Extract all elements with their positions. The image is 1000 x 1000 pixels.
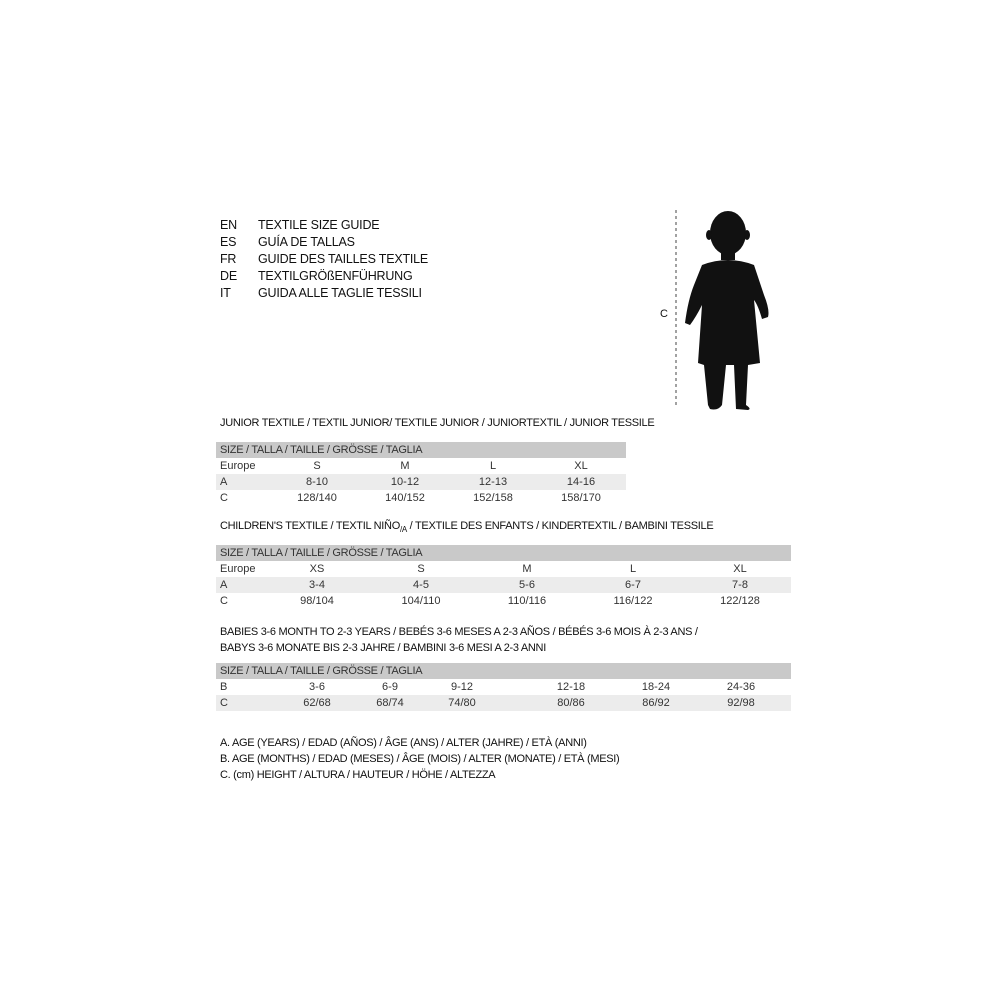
table-cell: 104/110 <box>401 595 441 607</box>
table-cell: 74/80 <box>448 697 476 709</box>
babies-section-title-2: BABYS 3-6 MONATE BIS 2-3 JAHRE / BAMBINI… <box>220 642 546 654</box>
table-cell: 18-24 <box>641 681 671 693</box>
language-code: FR <box>220 252 237 266</box>
row-label: A <box>220 476 228 488</box>
table-cell: 4-5 <box>413 579 429 591</box>
table-cell: XS <box>309 563 325 575</box>
legend-c: C. (cm) HEIGHT / ALTURA / HAUTEUR / HÖHE… <box>220 769 496 781</box>
table-cell: S <box>417 563 425 575</box>
table-cell: 6-7 <box>625 579 641 591</box>
table-row: A 8-10 10-12 12-13 14-16 <box>216 474 626 490</box>
row-label: C <box>220 697 228 709</box>
babies-section-title-1: BABIES 3-6 MONTH TO 2-3 YEARS / BEBÉS 3-… <box>220 626 698 638</box>
row-label: B <box>220 681 228 693</box>
language-code: ES <box>220 235 237 249</box>
table-row: C 62/68 68/74 74/80 80/86 86/92 92/98 <box>216 695 791 711</box>
table-cell: 98/104 <box>300 595 334 607</box>
table-cell: 128/140 <box>297 492 337 504</box>
child-silhouette-icon <box>675 210 769 410</box>
table-cell: 12-13 <box>478 476 508 488</box>
table-cell: 68/74 <box>376 697 404 709</box>
language-code: EN <box>220 218 237 232</box>
table-cell: 152/158 <box>473 492 513 504</box>
table-cell: 62/68 <box>303 697 331 709</box>
table-cell: XL <box>733 563 747 575</box>
table-cell: L <box>489 460 497 472</box>
table-row: C 98/104 104/110 110/116 116/122 122/128 <box>216 593 791 609</box>
table-cell: 12-18 <box>556 681 586 693</box>
table-cell: 10-12 <box>390 476 420 488</box>
children-section-title: CHILDREN'S TEXTILE / TEXTIL NIÑO/A / TEX… <box>220 520 714 535</box>
table-cell: 14-16 <box>566 476 596 488</box>
table-cell: 140/152 <box>385 492 425 504</box>
table-row: Europe S M L XL <box>216 458 626 474</box>
junior-size-table: SIZE / TALLA / TAILLE / GRÖSSE / TAGLIA E… <box>216 442 626 506</box>
table-cell: XL <box>574 460 588 472</box>
table-cell: 122/128 <box>720 595 760 607</box>
guide-title: GUIDE DES TAILLES TEXTILE <box>258 252 429 266</box>
table-row: Europe XS S M L XL <box>216 561 791 577</box>
height-label: C <box>660 308 668 320</box>
guide-title: GUIDA ALLE TAGLIE TESSILI <box>258 286 422 300</box>
table-cell: 5-6 <box>519 579 535 591</box>
junior-section-title: JUNIOR TEXTILE / TEXTIL JUNIOR/ TEXTILE … <box>220 417 655 429</box>
row-label: Europe <box>220 563 256 575</box>
table-cell: 116/122 <box>613 595 653 607</box>
table-cell: M <box>400 460 410 472</box>
table-cell: 8-10 <box>305 476 329 488</box>
language-code: DE <box>220 269 237 283</box>
row-label: A <box>220 579 228 591</box>
table-cell: L <box>629 563 637 575</box>
size-header-row: SIZE / TALLA / TAILLE / GRÖSSE / TAGLIA <box>216 442 626 458</box>
guide-title: TEXTILGRÖßENFÜHRUNG <box>258 269 413 283</box>
row-label: C <box>220 595 228 607</box>
table-cell: 6-9 <box>382 681 398 693</box>
table-cell: 3-6 <box>309 681 325 693</box>
row-label: C <box>220 492 228 504</box>
legend-b: B. AGE (MONTHS) / EDAD (MESES) / ÂGE (MO… <box>220 753 620 765</box>
children-size-table: SIZE / TALLA / TAILLE / GRÖSSE / TAGLIA E… <box>216 545 791 609</box>
table-cell: 80/86 <box>557 697 585 709</box>
table-cell: 7-8 <box>732 579 748 591</box>
babies-size-table: SIZE / TALLA / TAILLE / GRÖSSE / TAGLIA B… <box>216 663 791 711</box>
table-cell: 86/92 <box>642 697 670 709</box>
table-cell: 9-12 <box>450 681 474 693</box>
table-row: A 3-4 4-5 5-6 6-7 7-8 <box>216 577 791 593</box>
table-row: C 128/140 140/152 152/158 158/170 <box>216 490 626 506</box>
table-cell: 3-4 <box>309 579 325 591</box>
table-cell: M <box>522 563 532 575</box>
legend-a: A. AGE (YEARS) / EDAD (AÑOS) / ÂGE (ANS)… <box>220 737 587 749</box>
guide-title: GUÍA DE TALLAS <box>258 235 355 249</box>
table-row: B 3-6 6-9 9-12 12-18 18-24 24-36 <box>216 679 791 695</box>
size-header-row: SIZE / TALLA / TAILLE / GRÖSSE / TAGLIA <box>216 663 791 679</box>
table-cell: 24-36 <box>726 681 756 693</box>
guide-title: TEXTILE SIZE GUIDE <box>258 218 380 232</box>
table-cell: 158/170 <box>561 492 601 504</box>
language-code: IT <box>220 286 231 300</box>
size-header-row: SIZE / TALLA / TAILLE / GRÖSSE / TAGLIA <box>216 545 791 561</box>
table-cell: 92/98 <box>727 697 755 709</box>
table-cell: 110/116 <box>507 595 547 607</box>
table-cell: S <box>313 460 321 472</box>
row-label: Europe <box>220 460 256 472</box>
